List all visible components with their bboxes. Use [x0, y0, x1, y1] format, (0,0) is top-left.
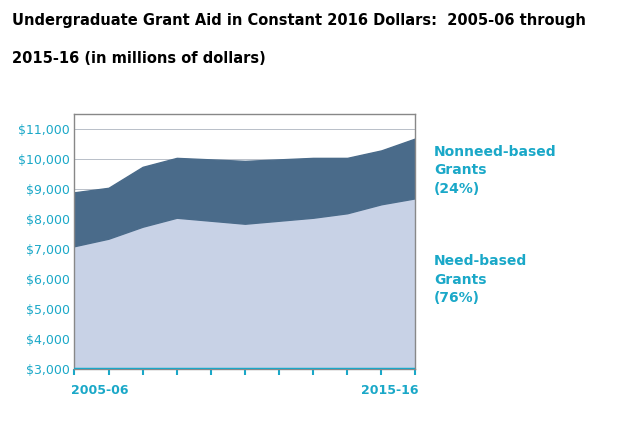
Text: 2005-06: 2005-06	[71, 384, 128, 397]
Text: 2015-16 (in millions of dollars): 2015-16 (in millions of dollars)	[12, 51, 266, 66]
Text: Nonneed-based
Grants
(24%): Nonneed-based Grants (24%)	[434, 145, 557, 196]
Text: 2015-16: 2015-16	[361, 384, 419, 397]
Text: Need-based
Grants
(76%): Need-based Grants (76%)	[434, 254, 527, 305]
Text: Undergraduate Grant Aid in Constant 2016 Dollars:  2005-06 through: Undergraduate Grant Aid in Constant 2016…	[12, 13, 587, 28]
